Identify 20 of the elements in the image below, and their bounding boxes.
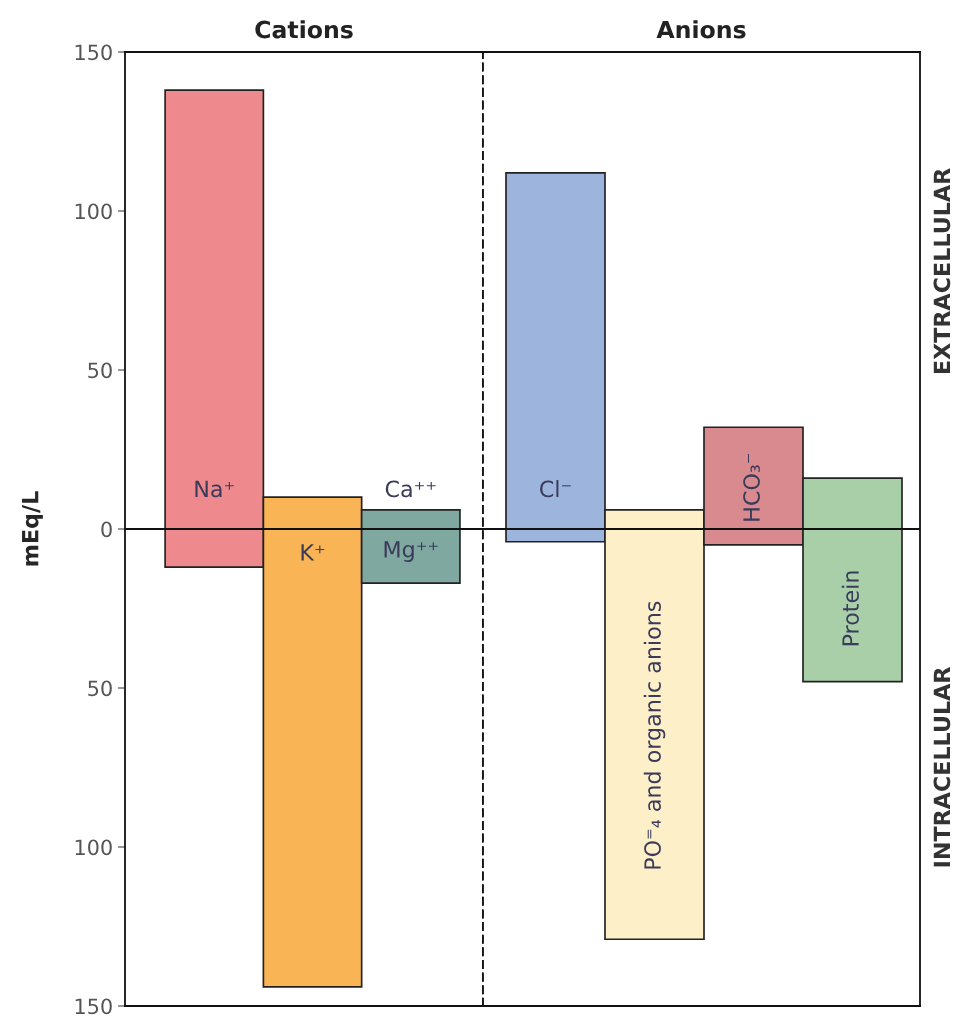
text: INTRACELLULAR <box>933 667 951 867</box>
x-tick-label: Protein <box>841 571 859 646</box>
y-tick-label: 0 <box>101 521 112 538</box>
x-tick-label: Cl⁻ <box>540 480 571 498</box>
text: EXTRACELLULAR <box>933 168 951 374</box>
y-axis-title: mEq/L <box>22 491 43 566</box>
x-tick-label: HCO₃⁻ <box>743 453 760 521</box>
y-tick-label: 150 <box>75 44 112 61</box>
chart-title: Anions <box>656 20 746 39</box>
x-tick-label: Ca⁺⁺ <box>385 480 436 498</box>
x-tick-label: Na⁺ <box>195 480 234 498</box>
chart-title: Cations <box>255 20 353 39</box>
y-tick-label: 50 <box>88 362 112 379</box>
y-tick-label: 50 <box>88 680 112 697</box>
y-tick-label: 100 <box>75 839 112 856</box>
y-tick-label: 150 <box>75 998 112 1015</box>
y-tick-label: 100 <box>75 203 112 220</box>
annotation: Mg⁺⁺ <box>384 541 438 563</box>
x-tick-label: PO⁼₄ and organic anions <box>643 601 666 869</box>
x-tick-label: K⁺ <box>301 544 325 561</box>
